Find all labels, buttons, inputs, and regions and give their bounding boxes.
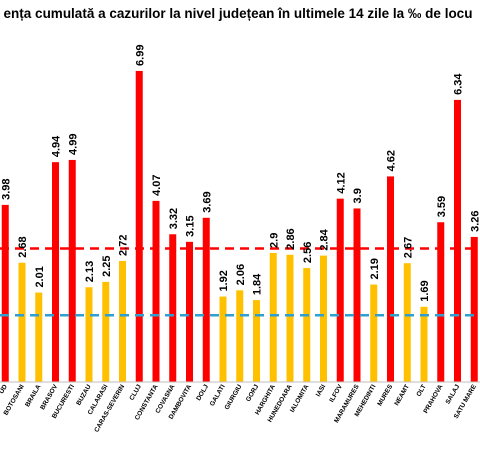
- bar-cluj: [135, 70, 143, 382]
- category-label: MURES: [376, 383, 394, 407]
- data-label: 2.56: [302, 242, 314, 263]
- bar-braila: [35, 292, 43, 382]
- bar-ud: [1, 204, 9, 382]
- data-label: 2.01: [34, 266, 46, 287]
- data-label: 2.13: [84, 261, 96, 282]
- data-label: 3.26: [469, 211, 480, 232]
- bar-prahova: [437, 222, 445, 382]
- category-label: GIURGIU: [224, 383, 244, 411]
- bar-mures: [387, 176, 394, 382]
- bars-group: [1, 70, 478, 383]
- data-label: 2.19: [369, 258, 381, 279]
- bar-brasov: [52, 162, 59, 382]
- bar-dambovita: [186, 241, 193, 382]
- bar-gorj: [253, 300, 260, 382]
- bar-giurgiu: [236, 290, 244, 382]
- bar-ialomita: [303, 268, 311, 382]
- data-label: 3.98: [0, 178, 12, 199]
- bar-dolj: [202, 217, 210, 382]
- data-label: 4.07: [151, 174, 163, 195]
- data-label: 3.15: [185, 215, 197, 236]
- bar-caras-severin: [119, 260, 126, 382]
- data-label: 4.94: [51, 135, 63, 157]
- bar-salaj: [454, 99, 461, 383]
- data-label: 3.9: [352, 188, 364, 203]
- bar-botosani: [18, 262, 26, 382]
- data-label: 3.32: [168, 208, 180, 229]
- data-label: 2.68: [17, 236, 29, 257]
- data-label: 2.06: [235, 264, 247, 285]
- data-label: 2.9: [268, 233, 280, 248]
- data-label: 1.84: [252, 273, 264, 295]
- reference-lines: [0, 247, 480, 317]
- bar-satu-mare: [470, 236, 478, 382]
- data-labels: 3.98 2.68 2.01 4.94 4.99 2.13 2.25 2.72 6.99 4.07…: [0, 45, 480, 302]
- category-label: OLT: [415, 383, 427, 397]
- category-label: BUZAU: [75, 383, 93, 406]
- category-label: GORJ: [245, 383, 260, 403]
- category-label: SALAJ: [445, 383, 462, 405]
- category-label: ILFOV: [328, 383, 344, 404]
- bar-calarasi: [102, 281, 110, 383]
- bar-constanta: [152, 200, 160, 382]
- data-label: 1.69: [419, 280, 431, 301]
- bar-hunedoara: [286, 254, 294, 382]
- data-label: 6.34: [453, 73, 465, 95]
- chart-title: ența cumulată a cazurilor la nivel județ…: [4, 6, 473, 21]
- data-label: 3.69: [201, 191, 213, 212]
- data-label: 3.59: [436, 196, 448, 217]
- bar-ilfov: [336, 198, 344, 382]
- data-label: 1.92: [218, 270, 230, 291]
- data-label: 4.12: [335, 172, 347, 193]
- data-label: 4.99: [67, 134, 79, 155]
- data-label: 2.67: [402, 237, 414, 258]
- category-label: UD: [0, 383, 9, 395]
- category-label: NEAMT: [393, 383, 411, 407]
- data-label: 2.25: [101, 255, 113, 276]
- category-label: GALATI: [209, 383, 227, 407]
- bar-neamt: [403, 263, 411, 382]
- bar-mehedinti: [370, 284, 378, 382]
- data-label: 2.84: [319, 228, 331, 250]
- bar-galati: [219, 296, 227, 382]
- bar-iasi: [320, 255, 327, 382]
- bar-olt: [420, 306, 428, 382]
- category-label: BRAILA: [24, 383, 42, 408]
- bar-covasna: [169, 234, 177, 382]
- data-label: 2.86: [285, 228, 297, 249]
- category-label: IASI: [315, 383, 327, 398]
- bar-buzau: [85, 287, 93, 382]
- data-label: 4.62: [386, 150, 398, 171]
- bar-bucuresti: [68, 159, 76, 382]
- category-label: DOLJ: [195, 383, 210, 402]
- bar-harghita: [269, 252, 277, 382]
- data-label: 2.72: [118, 235, 130, 256]
- bar-maramures: [353, 208, 361, 382]
- category-label: CLUJ: [128, 383, 143, 402]
- data-label: 6.99: [134, 45, 146, 66]
